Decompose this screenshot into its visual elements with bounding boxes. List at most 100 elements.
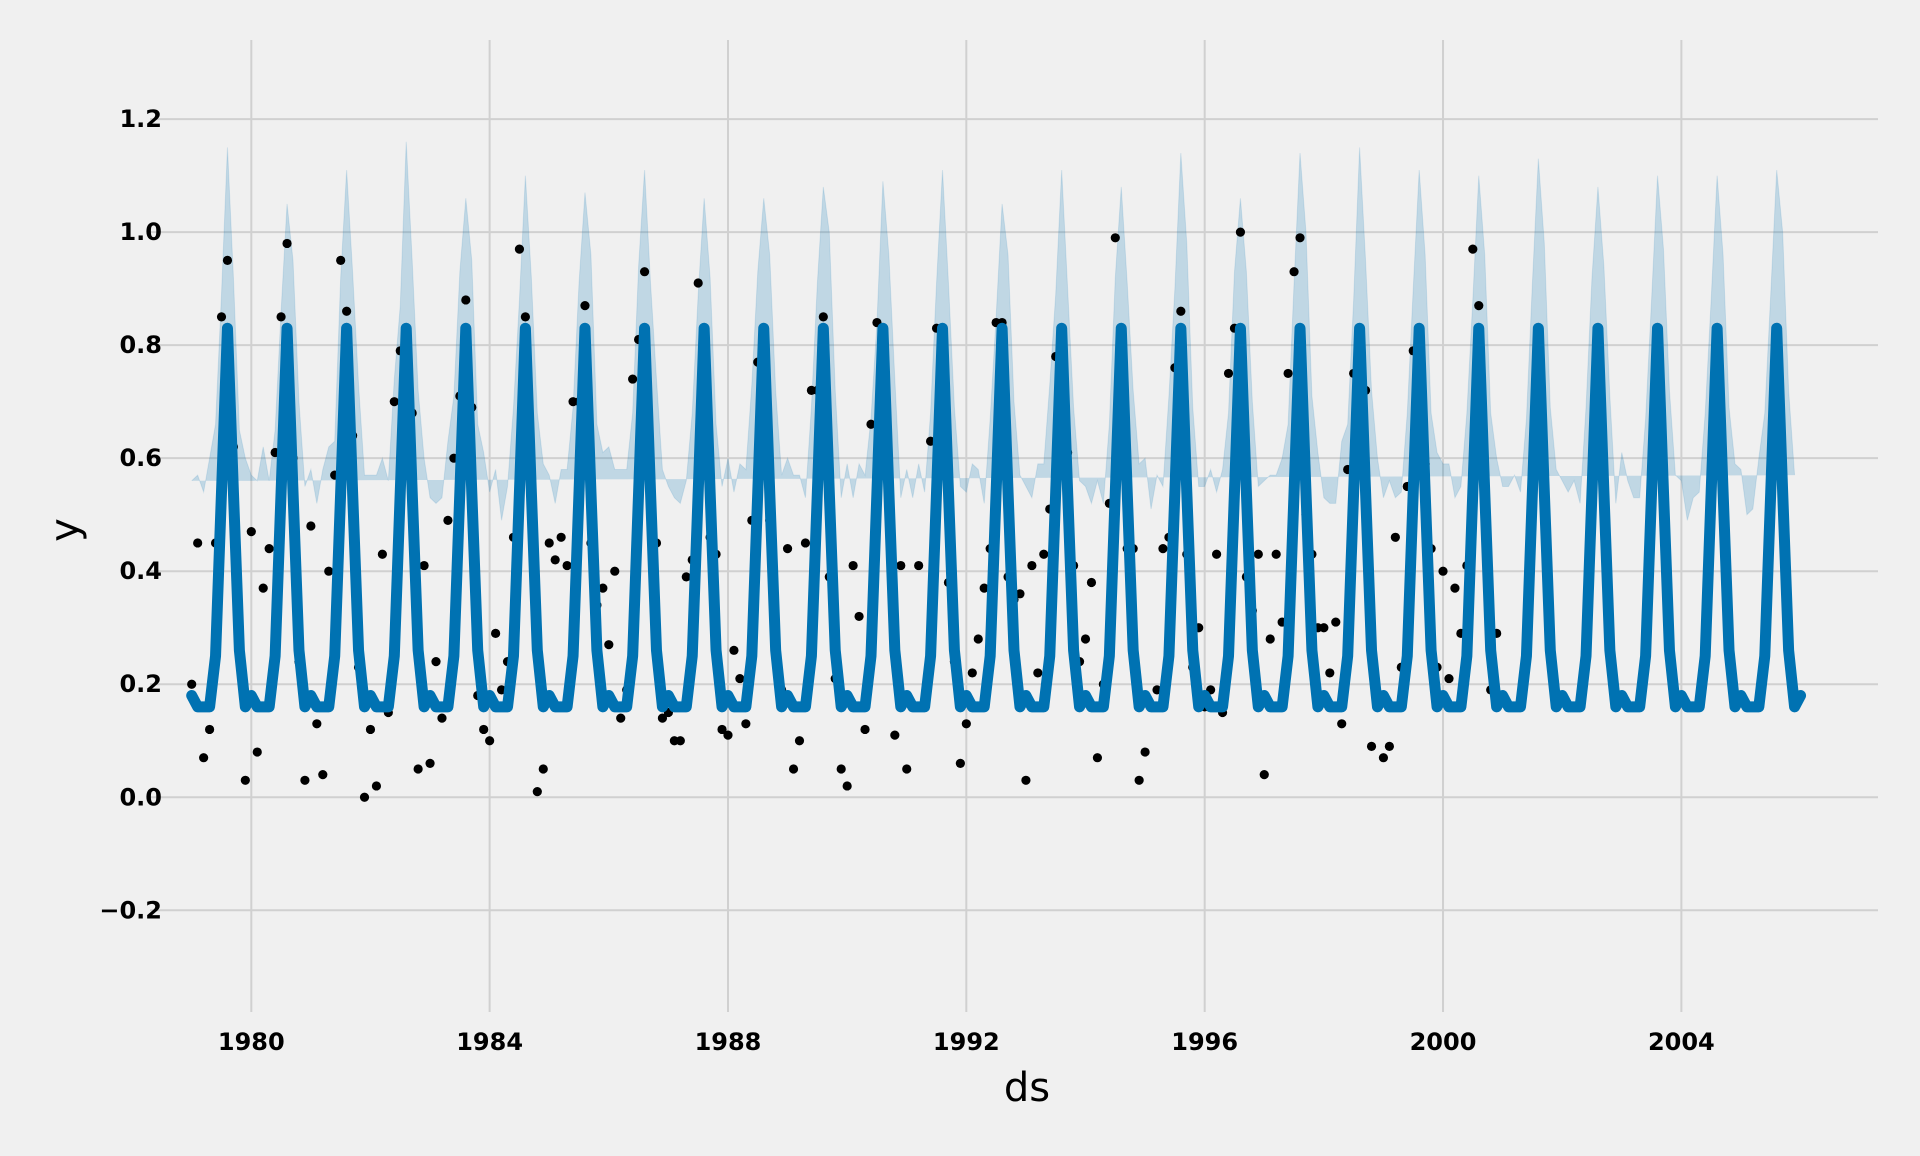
forecast-line <box>186 322 1807 713</box>
observed-point <box>431 657 441 667</box>
observed-point <box>955 758 965 768</box>
observed-point <box>282 238 292 249</box>
observed-point <box>657 713 668 723</box>
observed-point <box>461 295 471 305</box>
observed-point <box>276 312 286 322</box>
x-tick-label: 1980 <box>218 1028 285 1056</box>
observed-point <box>1027 560 1037 571</box>
x-tick-label: 2004 <box>1648 1028 1715 1056</box>
observed-point <box>1211 549 1222 559</box>
observed-point <box>860 724 870 735</box>
observed-point <box>1158 544 1168 554</box>
observed-point <box>1390 532 1400 542</box>
observed-point <box>1319 623 1329 633</box>
observed-point <box>264 544 274 554</box>
x-tick-label: 1984 <box>456 1028 523 1056</box>
observed-point <box>639 267 650 277</box>
observed-point <box>1176 306 1186 316</box>
observed-point <box>961 719 971 729</box>
observed-point <box>550 555 560 565</box>
observed-point <box>300 775 310 785</box>
observed-point <box>240 775 250 785</box>
x-axis-label: ds <box>1004 1065 1050 1111</box>
observed-point <box>896 560 906 571</box>
observed-point <box>538 764 548 774</box>
observed-point <box>848 560 858 571</box>
observed-point <box>854 611 864 622</box>
observed-point <box>717 724 727 735</box>
observed-point <box>610 566 620 576</box>
observed-point <box>246 527 256 537</box>
x-tick-label: 1988 <box>695 1028 762 1056</box>
observed-point <box>216 312 227 322</box>
observed-point <box>562 560 572 571</box>
forecast-line-layer <box>186 322 1807 713</box>
observed-point <box>1366 741 1377 752</box>
observed-point <box>342 306 352 316</box>
observed-point <box>485 736 495 746</box>
observed-point <box>1444 673 1454 684</box>
x-tick-label: 2000 <box>1410 1028 1477 1056</box>
observed-point <box>800 538 811 548</box>
observed-point <box>598 583 608 593</box>
observed-point <box>1450 583 1460 593</box>
observed-point <box>1295 233 1305 243</box>
observed-point <box>479 724 489 735</box>
observed-point <box>675 736 685 746</box>
y-tick-label: 1.2 <box>119 105 162 133</box>
observed-point <box>1235 227 1246 237</box>
observed-point <box>1325 668 1335 678</box>
x-tick-label: 1996 <box>1171 1028 1238 1056</box>
observed-point <box>1271 549 1281 559</box>
observed-point <box>556 532 566 542</box>
observed-point <box>222 255 233 265</box>
observed-point <box>735 673 745 684</box>
observed-point <box>616 713 626 723</box>
observed-point <box>1140 747 1150 757</box>
observed-point <box>491 628 501 638</box>
observed-point <box>842 781 852 791</box>
observed-point <box>1080 634 1091 644</box>
tick-label-layer: 1980 1984 1988 1992 1996 2000 2004 −0.2 0.0 0.2 0.… <box>99 105 1714 1056</box>
observed-point <box>782 544 793 554</box>
observed-point <box>1289 267 1299 277</box>
observed-point <box>371 781 382 791</box>
grid-layer <box>150 40 1878 1012</box>
observed-point <box>532 787 542 797</box>
observed-point <box>1223 368 1234 379</box>
observed-point <box>729 645 739 655</box>
observed-point <box>1021 775 1031 785</box>
y-tick-label: 0.8 <box>119 331 162 359</box>
observed-point <box>1110 233 1120 243</box>
observed-point <box>1253 549 1263 559</box>
observed-point <box>1283 368 1293 379</box>
observed-point <box>1378 753 1389 763</box>
y-tick-label: −0.2 <box>99 896 162 924</box>
y-tick-label: 0.2 <box>119 670 162 698</box>
observed-point <box>604 640 614 650</box>
observed-point <box>693 278 703 288</box>
observed-point <box>836 764 846 774</box>
observed-point <box>914 560 924 571</box>
observed-point <box>312 719 322 729</box>
observed-point <box>1438 566 1448 576</box>
y-axis-label: y <box>42 518 88 542</box>
x-tick-label: 1992 <box>933 1028 1000 1056</box>
observed-point <box>258 583 268 593</box>
observed-point <box>741 719 751 729</box>
y-tick-label: 1.0 <box>119 218 162 246</box>
observed-point <box>979 583 989 593</box>
observed-point <box>1384 741 1394 752</box>
observed-point <box>252 747 262 757</box>
observed-point <box>204 724 215 735</box>
observed-point <box>1015 589 1025 599</box>
observed-point <box>1474 301 1484 311</box>
y-tick-label: 0.4 <box>119 557 162 585</box>
observed-point <box>890 730 900 740</box>
observed-point <box>443 515 453 525</box>
observed-point <box>324 566 334 576</box>
observed-point <box>544 538 554 548</box>
observed-point <box>902 764 912 774</box>
